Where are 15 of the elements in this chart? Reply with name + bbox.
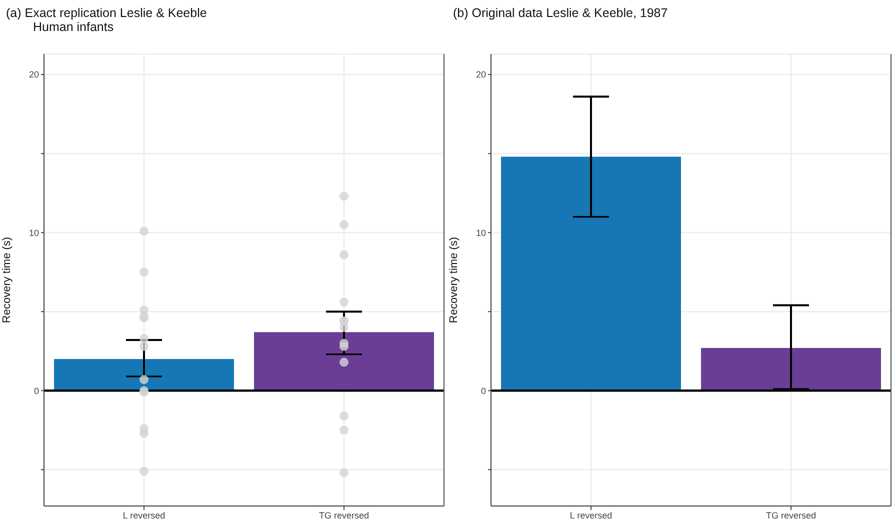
y-tick-label: 10 (28, 228, 39, 238)
y-tick-label: 0 (34, 386, 39, 396)
y-axis-title: Recovery time (s) (0, 236, 13, 324)
x-tick-label: L reversed (122, 510, 166, 520)
x-tick-label: TG reversed (766, 510, 816, 520)
y-tick-label: 20 (28, 70, 39, 80)
y-axis-title: Recovery time (s) (448, 236, 460, 324)
x-tick-label: L reversed (570, 510, 612, 520)
chart-title: (a) Exact replication Leslie & Keeble (6, 6, 207, 20)
chart-title: (b) Original data Leslie & Keeble, 1987 (453, 6, 668, 20)
chart-subtitle: Human infants (32, 20, 115, 34)
y-tick-label: 20 (476, 70, 486, 80)
x-tick-label: TG reversed (318, 510, 370, 520)
y-tick-label: 10 (476, 228, 486, 238)
y-tick-label: 0 (480, 386, 486, 396)
